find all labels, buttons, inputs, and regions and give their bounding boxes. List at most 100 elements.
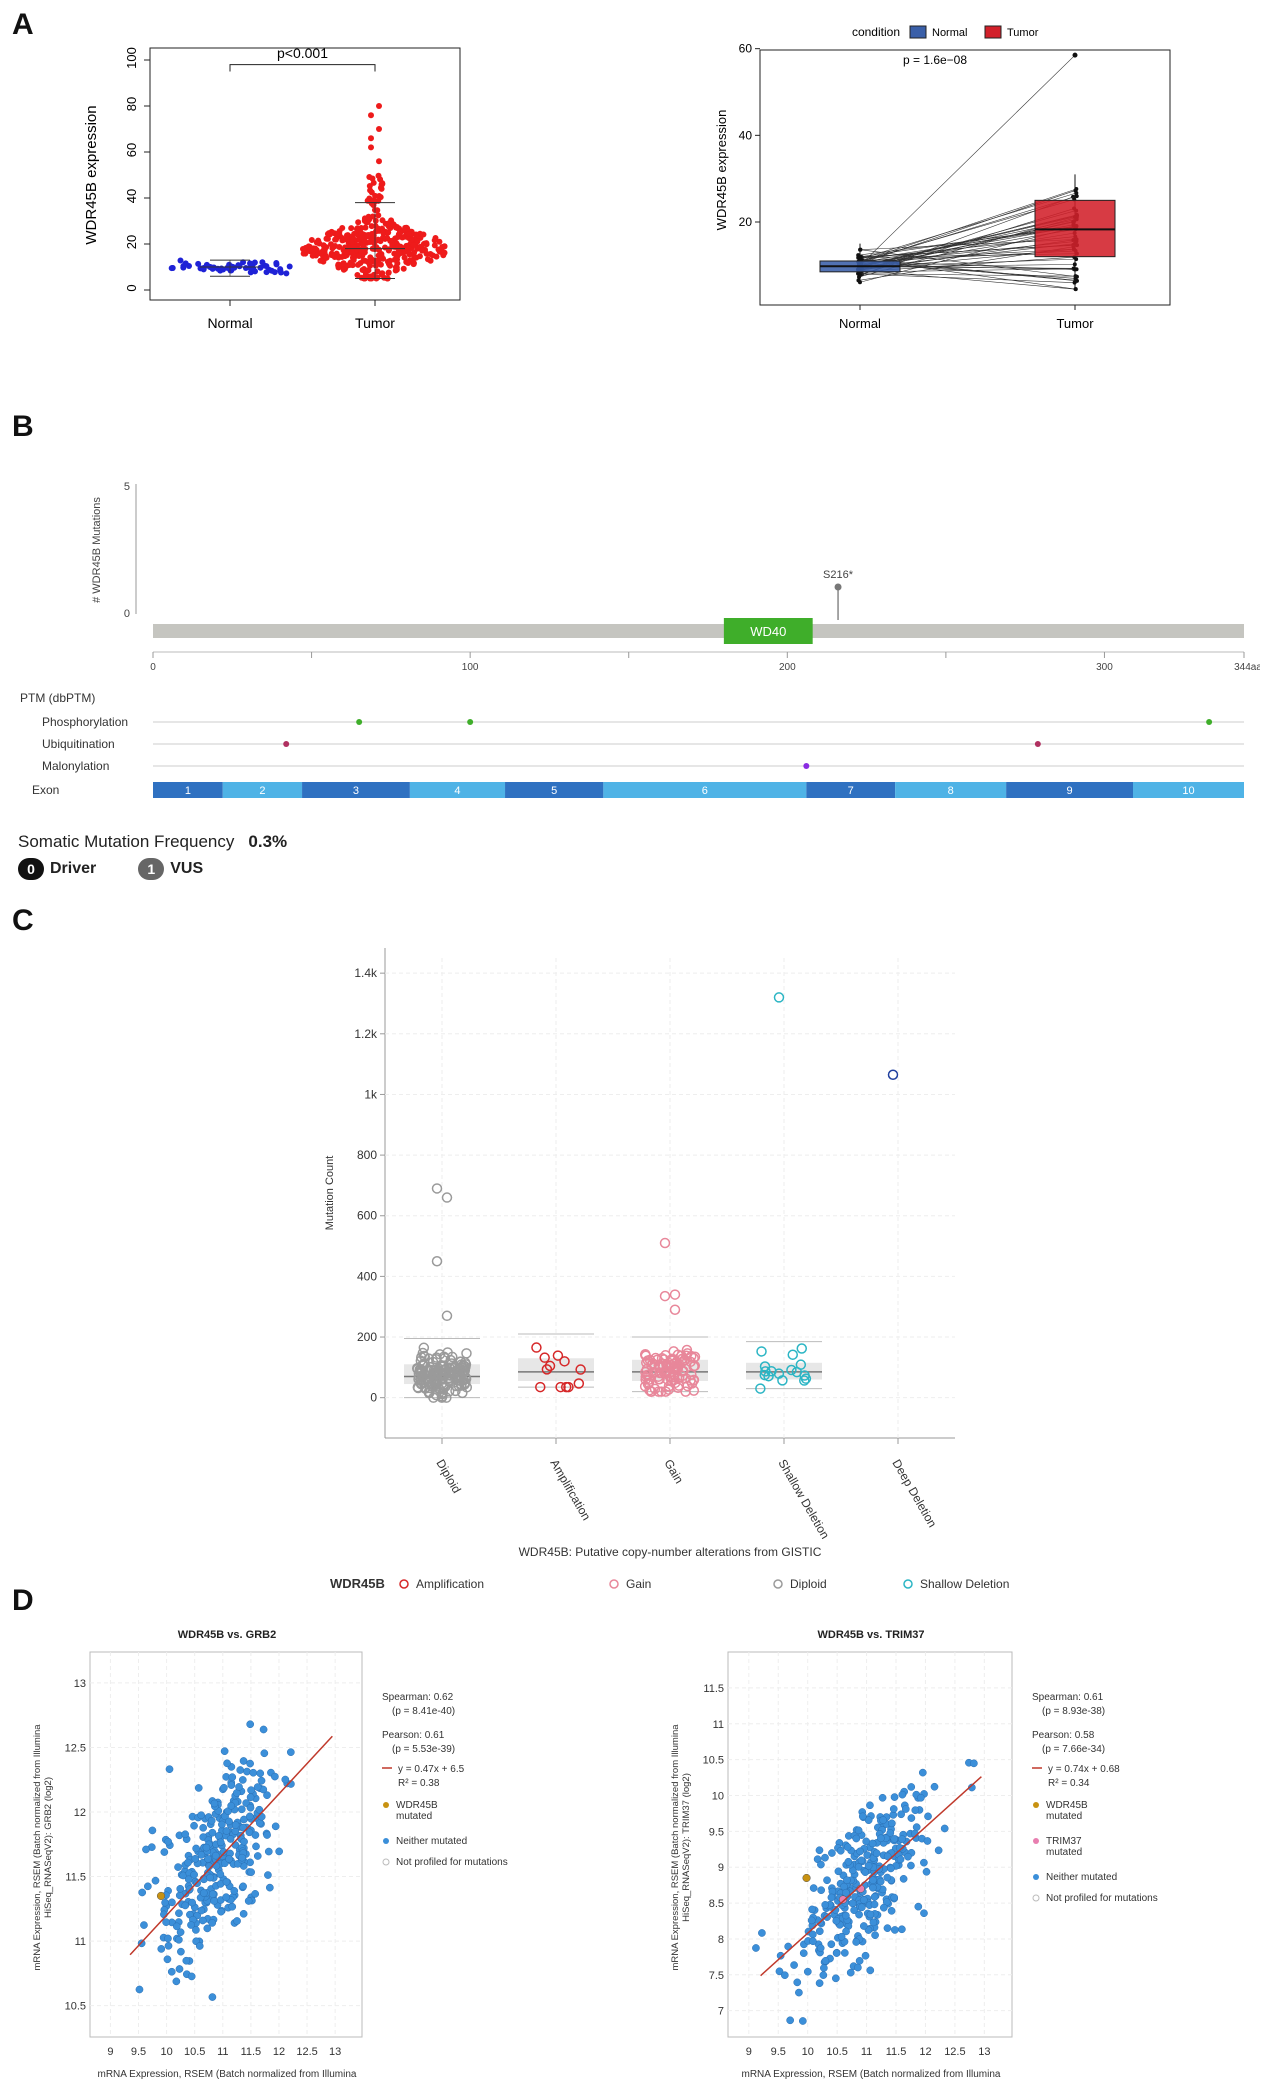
point (281, 1775, 290, 1784)
point-tumor (375, 172, 382, 179)
ruler-label: 200 (779, 662, 796, 673)
regression-equation: y = 0.47x + 6.5 (398, 1764, 465, 1775)
point-mutated (838, 1895, 848, 1904)
x-axis-label: WDR45B: Putative copy-number alterations… (519, 1545, 822, 1559)
point-tumor (335, 230, 342, 237)
point-tumor (410, 242, 417, 249)
point (808, 1930, 817, 1939)
point-tumor (377, 261, 384, 268)
point (864, 1816, 873, 1825)
somatic-frequency: Somatic Mutation Frequency 0.3% (18, 832, 287, 852)
point (911, 1806, 920, 1815)
point-normal (266, 266, 273, 273)
legend-marker (609, 1579, 619, 1589)
point-tumor (366, 216, 373, 223)
point (207, 1816, 216, 1825)
x-tick-label: 10 (802, 2046, 814, 2058)
x-tick-label: 11.5 (886, 2046, 907, 2058)
point (140, 1921, 148, 1929)
y-tick-label: 12 (74, 1807, 86, 1819)
x-axis-label: mRNA Expression, RSEM (Batch normalized … (98, 2069, 357, 2080)
ptm-row-label: Ubiquitination (42, 737, 115, 751)
point (253, 1783, 262, 1791)
chart-a-right: condition Normal Tumor 20 40 60 WDR45B express… (714, 25, 1171, 331)
point (222, 1878, 231, 1886)
point (883, 1873, 892, 1882)
x-tick-label: Diploid (433, 1457, 463, 1496)
y-tick-label: 400 (357, 1269, 377, 1283)
y-tick-label: 60 (739, 42, 753, 56)
point (896, 1855, 905, 1864)
point (231, 1841, 240, 1849)
point (181, 1901, 190, 1910)
x-tick-label: Normal (839, 316, 881, 331)
point (244, 1897, 253, 1905)
point (834, 1867, 843, 1876)
chart-title: WDR45B vs. TRIM37 (818, 1629, 925, 1641)
point (883, 1924, 892, 1932)
x-tick-label: 9.5 (131, 2046, 146, 2058)
point (164, 1837, 172, 1846)
point-normal (247, 260, 254, 267)
box (518, 1358, 594, 1381)
point (869, 1876, 877, 1885)
point-tumor (342, 244, 349, 251)
point (795, 1988, 803, 1997)
legend-label: TRIM37 (1046, 1836, 1082, 1847)
ptm-site (1206, 719, 1213, 725)
point (755, 1383, 766, 1394)
point-tumor (328, 241, 335, 248)
point (640, 1371, 651, 1382)
point (815, 1927, 824, 1936)
y-tick-label: 9.5 (709, 1826, 724, 1838)
point (226, 1835, 235, 1843)
point (271, 1772, 279, 1781)
legend-label: WDR45B (1046, 1800, 1088, 1811)
point-tumor (435, 246, 442, 253)
point (181, 1830, 190, 1839)
point-normal (182, 260, 189, 267)
point (175, 1935, 183, 1944)
point (450, 1385, 461, 1397)
point (190, 1870, 198, 1879)
point (238, 1853, 246, 1862)
point (182, 1956, 191, 1965)
y-tick-label: 11.5 (703, 1683, 724, 1695)
point-tumor (411, 249, 418, 256)
point-tumor (441, 249, 448, 256)
legend-label: Not profiled for mutations (396, 1857, 508, 1868)
point-tumor-outlier (376, 158, 382, 165)
data-points (752, 1758, 978, 2025)
exon-block (895, 782, 1007, 798)
y-tick-label: 7 (718, 2006, 724, 2018)
point-tumor (375, 252, 382, 259)
point (177, 1947, 185, 1956)
point (786, 1364, 797, 1376)
point (756, 1346, 767, 1357)
point-normal (209, 264, 216, 271)
point (192, 1844, 200, 1853)
point (445, 1370, 457, 1381)
legend-marker (383, 1838, 389, 1844)
y-tick-label: 200 (357, 1330, 377, 1344)
pair-point-tumor (1073, 287, 1078, 292)
point (214, 1832, 223, 1840)
outlier-point (1072, 52, 1078, 58)
point (856, 1847, 864, 1856)
point-tumor (431, 242, 438, 249)
outlier-point (441, 1192, 453, 1203)
legend-swatch-tumor (984, 25, 1002, 39)
point (163, 1955, 172, 1964)
point (821, 1901, 830, 1909)
point (817, 1860, 825, 1869)
point (151, 1876, 160, 1885)
pair-line (858, 273, 1076, 277)
point (790, 1961, 798, 1969)
point (823, 1876, 831, 1885)
point (890, 1893, 899, 1902)
point (854, 1963, 862, 1972)
point (459, 1357, 471, 1368)
point (852, 1938, 861, 1946)
point-tumor (353, 246, 360, 253)
y-tick-label: 11.5 (65, 1872, 86, 1884)
